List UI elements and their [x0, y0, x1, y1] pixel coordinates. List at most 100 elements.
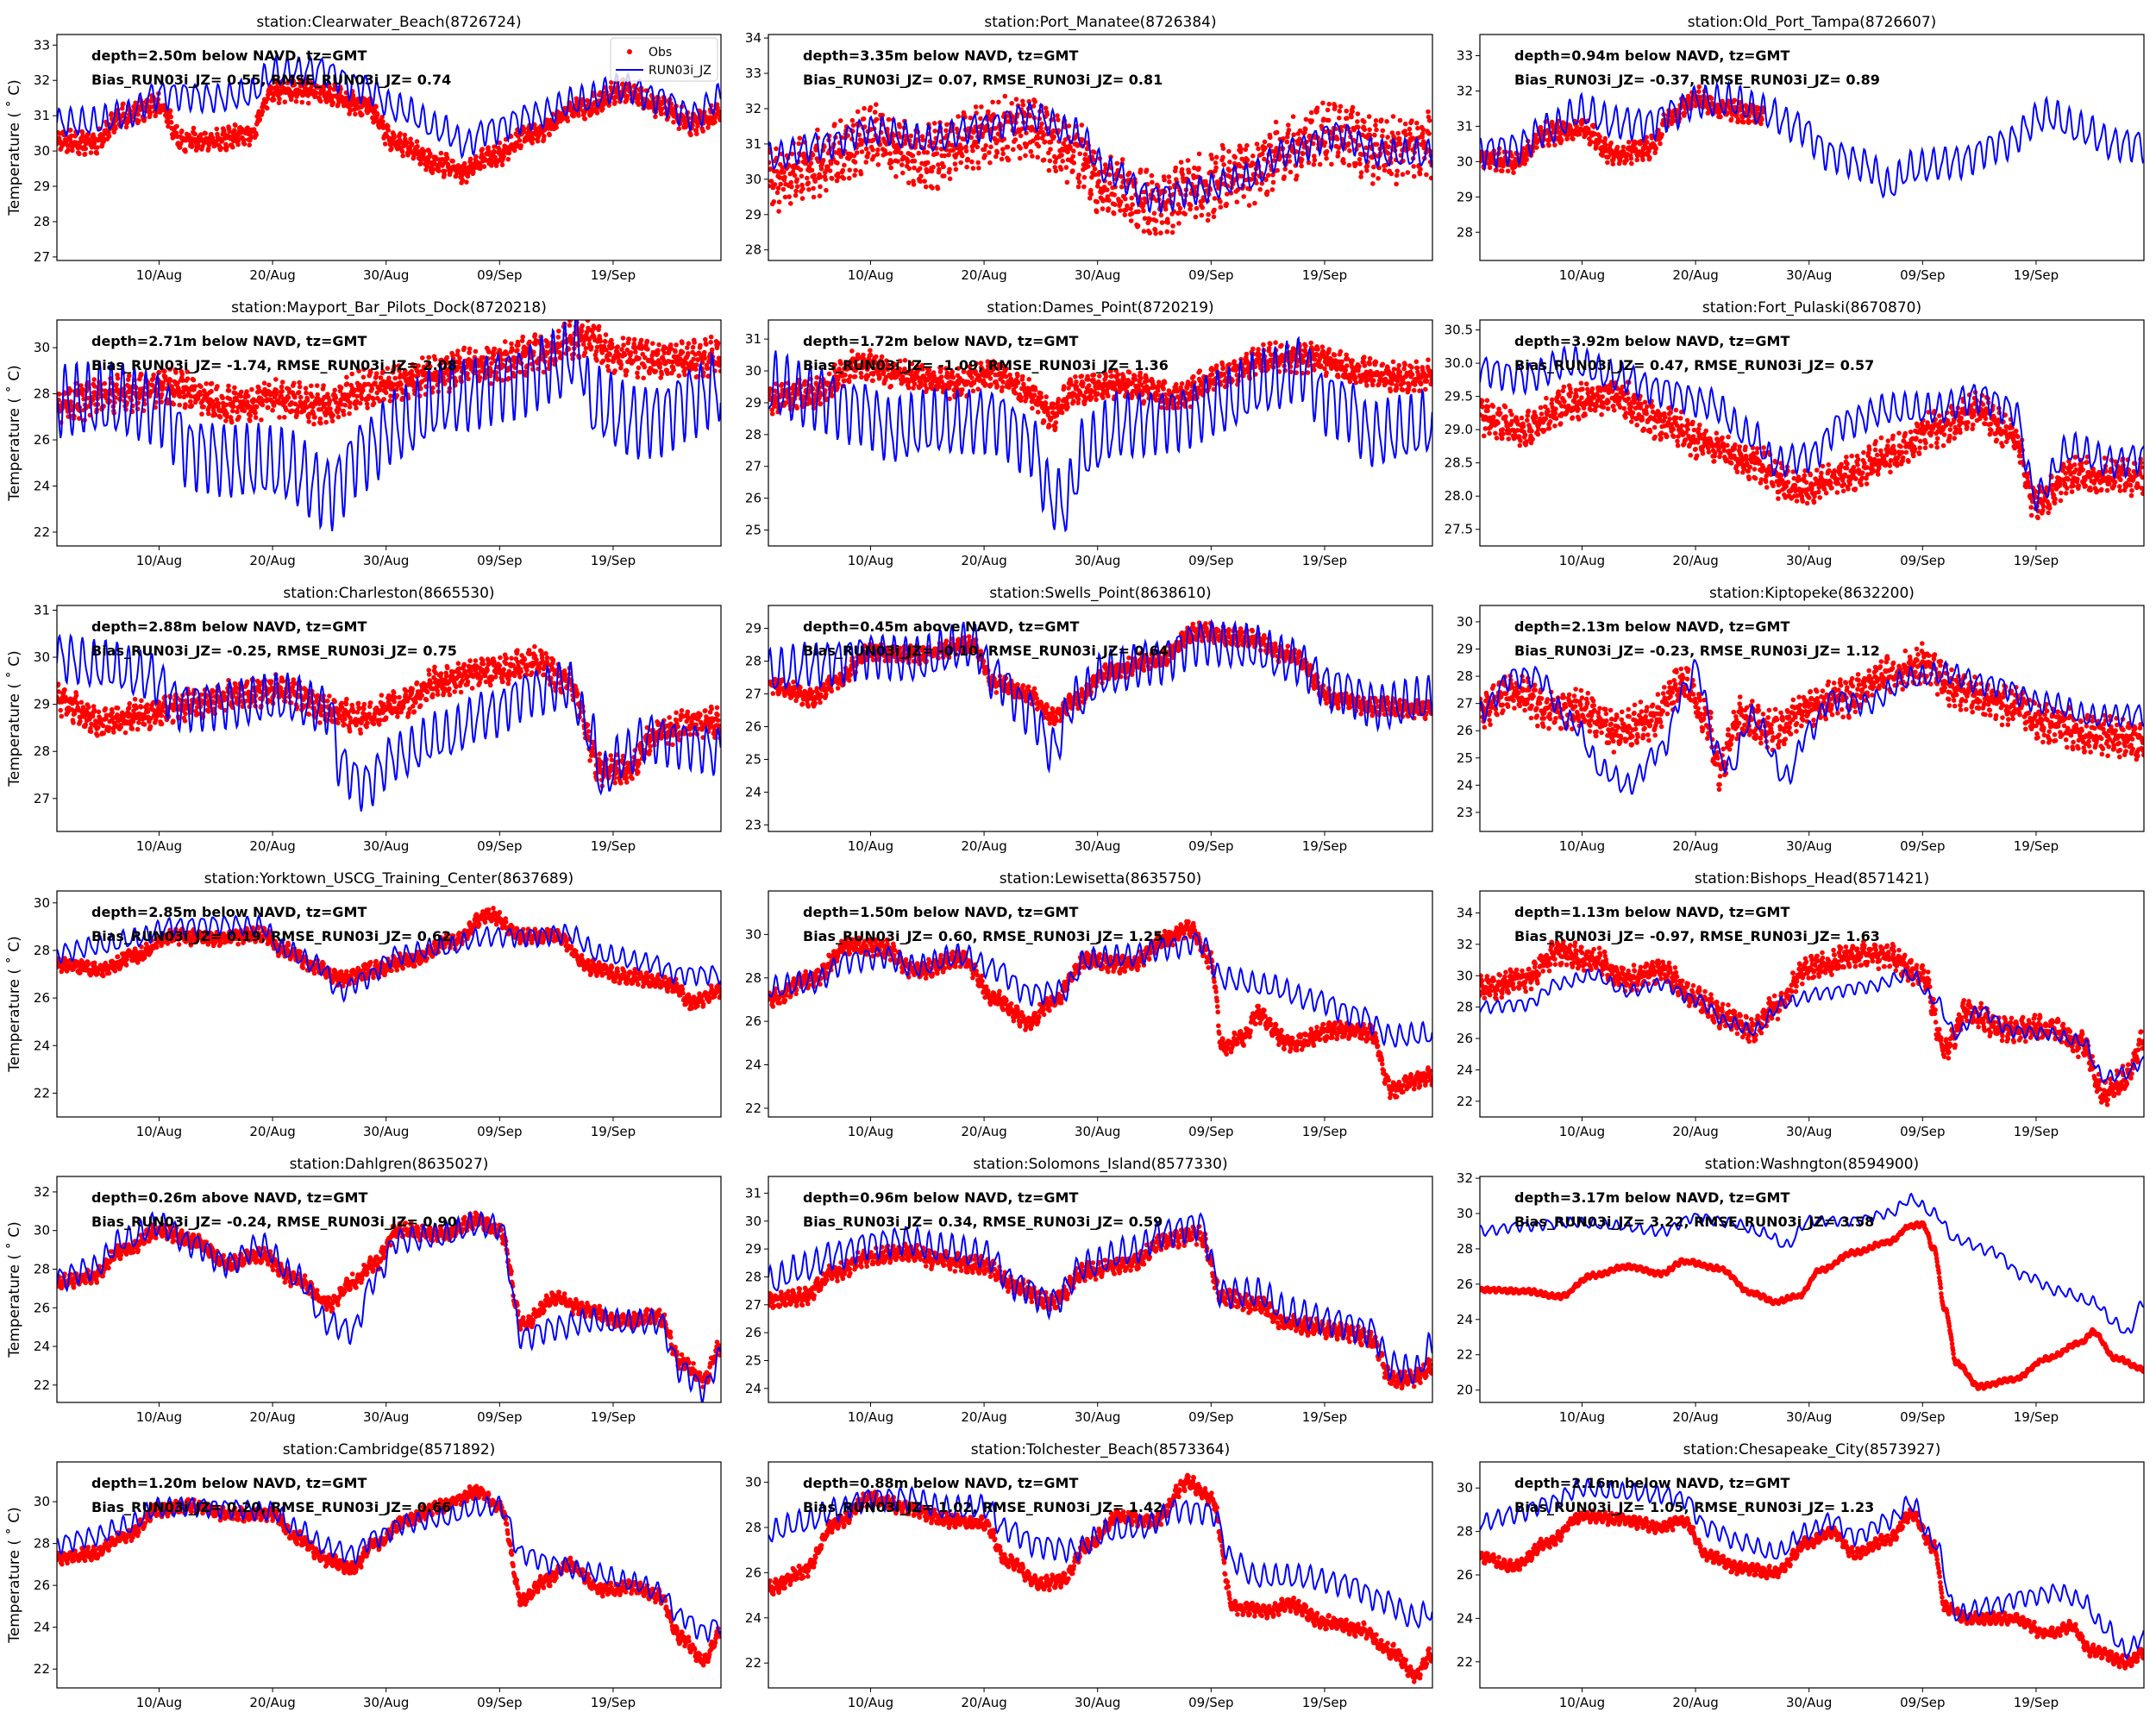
obs-point	[212, 412, 218, 417]
obs-point	[1213, 154, 1219, 160]
obs-point	[360, 387, 366, 393]
obs-point	[198, 132, 204, 137]
obs-point	[1046, 167, 1052, 173]
obs-point	[912, 158, 918, 164]
obs-point	[232, 385, 237, 391]
obs-point	[982, 128, 988, 134]
x-tick-label: 20/Aug	[249, 267, 295, 283]
obs-point	[1106, 172, 1112, 178]
obs-point	[1374, 127, 1379, 133]
obs-point	[492, 144, 497, 149]
obs-point	[1047, 158, 1053, 164]
obs-point	[572, 110, 577, 116]
obs-point	[297, 384, 303, 390]
obs-point	[1347, 148, 1352, 154]
obs-point	[1246, 203, 1252, 208]
obs-point	[428, 151, 433, 156]
obs-point	[1336, 145, 1342, 151]
obs-point	[910, 153, 916, 159]
obs-point	[1374, 141, 1380, 147]
obs-point	[265, 96, 271, 102]
obs-point	[382, 141, 388, 147]
plot-area	[1480, 79, 2144, 199]
obs-point	[1270, 179, 1276, 185]
obs-point	[67, 137, 73, 142]
obs-point	[1122, 212, 1128, 217]
depth-annotation: depth=0.94m below NAVD, tz=GMT	[1514, 47, 1789, 64]
obs-point	[502, 339, 508, 344]
obs-point	[988, 144, 993, 150]
obs-point	[489, 361, 494, 366]
obs-point	[603, 339, 608, 344]
obs-point	[768, 179, 774, 184]
obs-point	[209, 388, 214, 394]
obs-point	[934, 151, 940, 156]
obs-point	[1256, 146, 1261, 152]
obs-point	[1334, 136, 1340, 141]
obs-point	[420, 355, 425, 361]
obs-point	[1735, 116, 1741, 122]
obs-point	[1129, 195, 1134, 201]
obs-point	[999, 156, 1005, 162]
obs-point	[310, 393, 315, 399]
obs-point	[1286, 128, 1292, 133]
obs-point	[542, 134, 547, 139]
obs-point	[1271, 158, 1276, 163]
obs-point	[1653, 146, 1659, 151]
obs-point	[1087, 196, 1093, 201]
obs-point	[941, 164, 946, 169]
obs-point	[1420, 131, 1426, 136]
obs-point	[875, 162, 881, 167]
obs-point	[171, 401, 177, 407]
obs-point	[1306, 160, 1312, 166]
obs-point	[389, 146, 394, 152]
obs-point	[120, 105, 125, 111]
obs-point	[344, 374, 349, 380]
obs-point	[1509, 154, 1514, 159]
obs-point	[1089, 174, 1094, 180]
obs-point	[1325, 107, 1331, 113]
obs-point	[415, 144, 420, 149]
obs-point	[875, 147, 881, 153]
obs-point	[1605, 160, 1610, 166]
obs-point	[1107, 180, 1112, 186]
obs-point	[147, 110, 154, 116]
obs-point	[1035, 154, 1040, 160]
obs-point	[442, 172, 447, 178]
obs-point	[1112, 192, 1117, 198]
obs-point	[1358, 170, 1364, 175]
obs-point	[1376, 176, 1381, 181]
obs-point	[653, 114, 658, 120]
obs-point	[1232, 160, 1238, 166]
obs-point	[462, 160, 467, 166]
obs-point	[1053, 168, 1059, 173]
obs-point	[296, 404, 301, 409]
obs-point	[931, 121, 937, 126]
obs-point	[636, 96, 641, 101]
obs-point	[1682, 110, 1688, 116]
obs-point	[963, 148, 969, 154]
obs-point	[642, 364, 648, 370]
obs-point	[239, 389, 244, 395]
obs-point	[580, 342, 586, 347]
obs-point	[1030, 154, 1035, 159]
obs-point	[467, 350, 472, 355]
obs-point	[952, 161, 958, 166]
obs-point	[1357, 157, 1363, 162]
obs-point	[259, 417, 264, 423]
obs-point	[657, 361, 663, 367]
obs-point	[700, 129, 705, 134]
obs-point	[1068, 145, 1073, 150]
obs-point	[354, 393, 360, 399]
obs-point	[1355, 119, 1360, 124]
obs-point	[1151, 210, 1157, 216]
obs-point	[633, 349, 638, 354]
obs-point	[361, 367, 367, 372]
obs-point	[1163, 206, 1169, 212]
obs-point	[1341, 160, 1346, 166]
obs-point	[906, 180, 912, 185]
obs-point	[369, 386, 375, 392]
obs-point	[304, 81, 309, 87]
obs-point	[812, 179, 818, 184]
x-tick-label: 30/Aug	[1786, 267, 1832, 283]
